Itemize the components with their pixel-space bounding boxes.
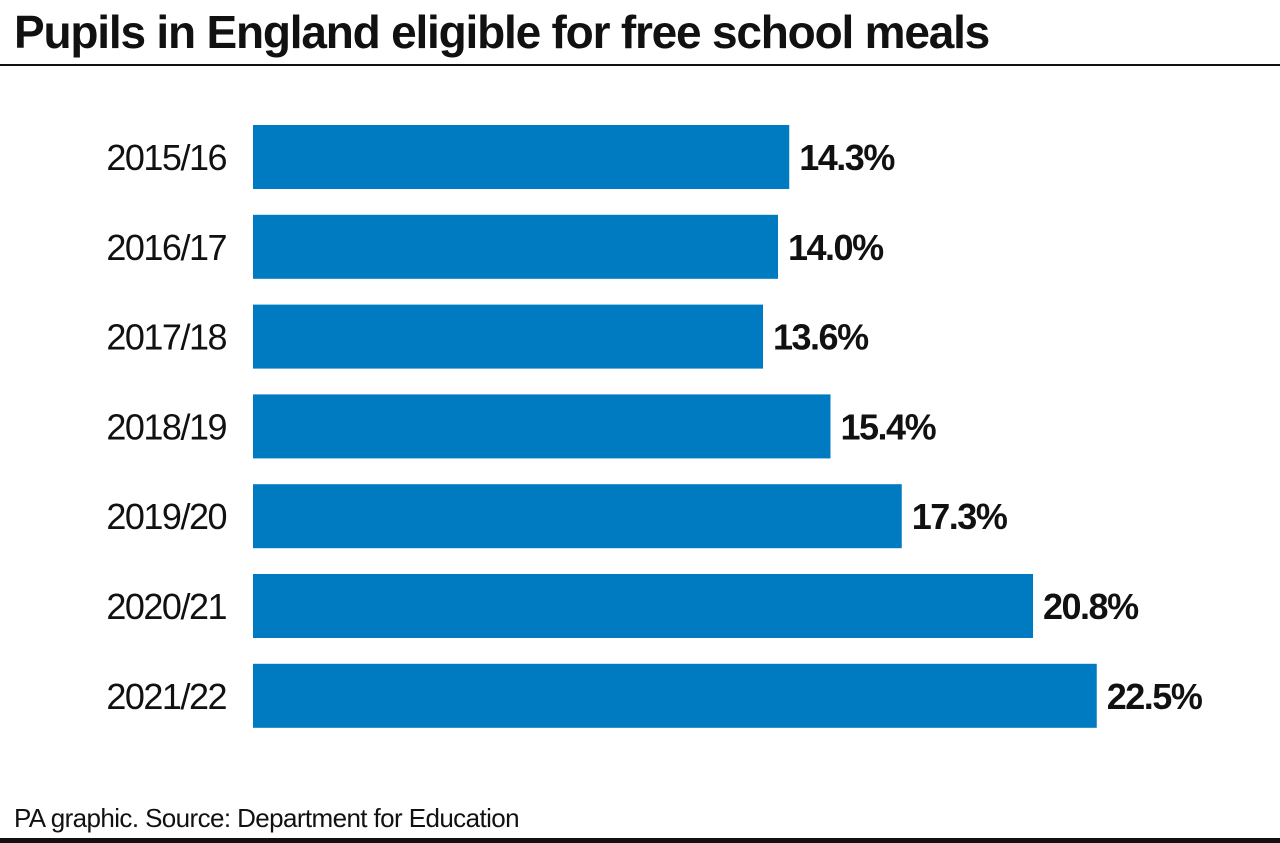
value-label: 22.5% bbox=[1107, 676, 1203, 717]
bar-2020-21 bbox=[253, 574, 1033, 638]
value-label: 14.0% bbox=[788, 227, 884, 268]
category-label: 2016/17 bbox=[106, 227, 226, 268]
bar-2019-20 bbox=[253, 484, 902, 549]
value-label: 20.8% bbox=[1043, 586, 1139, 627]
bar-2015-16 bbox=[253, 125, 790, 189]
chart-title: Pupils in England eligible for free scho… bbox=[14, 6, 990, 58]
source-note: PA graphic. Source: Department for Educa… bbox=[14, 803, 520, 833]
value-label: 14.3% bbox=[799, 137, 895, 178]
category-label: 2021/22 bbox=[106, 676, 226, 717]
bar-chart: 2015/16 14.3% 2016/17 14.0% 2017/18 13.6% 2018… bbox=[106, 125, 1204, 728]
category-label: 2019/20 bbox=[106, 496, 226, 537]
title-divider bbox=[0, 64, 1280, 66]
category-label: 2015/16 bbox=[106, 137, 226, 178]
value-label: 15.4% bbox=[841, 406, 937, 447]
category-label: 2017/18 bbox=[106, 317, 226, 358]
category-label: 2018/19 bbox=[106, 406, 226, 447]
value-label: 17.3% bbox=[912, 496, 1008, 537]
bar-2021-22 bbox=[253, 663, 1097, 728]
bar-2017-18 bbox=[253, 304, 763, 369]
bar-2016-17 bbox=[253, 214, 778, 279]
bar-2018-19 bbox=[253, 394, 831, 459]
value-label: 13.6% bbox=[773, 317, 869, 358]
bottom-divider bbox=[0, 838, 1280, 843]
category-label: 2020/21 bbox=[106, 586, 226, 627]
